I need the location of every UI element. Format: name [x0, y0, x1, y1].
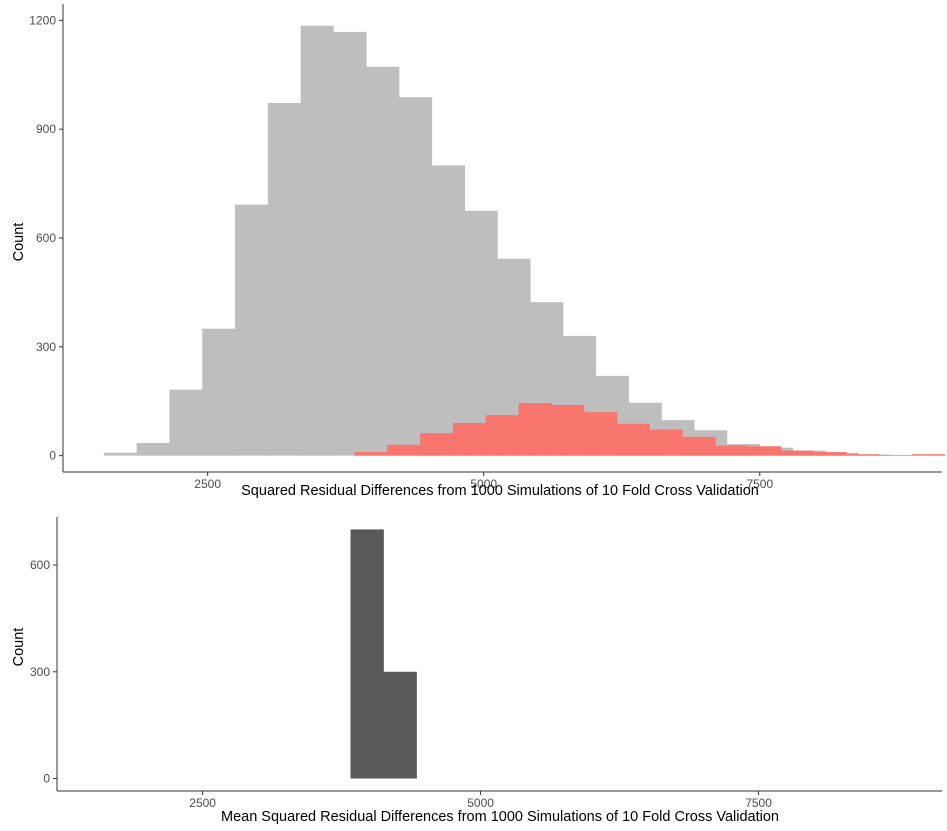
- top-histogram-bars: [103, 25, 946, 456]
- bottom-y-tick-label: 600: [30, 558, 50, 572]
- top-x-axis-title: Squared Residual Differences from 1000 S…: [241, 483, 759, 499]
- top-bar-s0-5: [267, 103, 301, 456]
- bottom-x-tick-label: 5000: [467, 796, 494, 810]
- top-bar-s1-1: [387, 444, 421, 456]
- top-histogram-axes: 0 300 600 900 1200 2500 5000 7500: [29, 4, 942, 491]
- top-bar-s1-11: [715, 445, 749, 456]
- top-y-tick-label: 300: [36, 340, 56, 354]
- top-x-tick-label: 2500: [194, 477, 221, 491]
- bottom-y-axis-title: Count: [11, 628, 27, 667]
- top-bar-s1-4: [485, 415, 519, 456]
- bottom-bar-s0-1: [383, 671, 417, 779]
- top-bar-s1-17: [912, 454, 946, 456]
- top-bar-s1-14: [813, 452, 847, 456]
- top-x-tick-label: 7500: [746, 477, 773, 491]
- top-bar-s0-4: [235, 204, 269, 456]
- top-x-tick-label: 5000: [470, 477, 497, 491]
- top-y-tick-label: 600: [36, 231, 56, 245]
- top-bar-s0-1: [136, 442, 170, 456]
- bottom-y-tick-label: 300: [30, 665, 50, 679]
- bottom-x-axis-title: Mean Squared Residual Differences from 1…: [221, 809, 779, 825]
- top-bar-s0-9: [399, 97, 433, 456]
- bottom-y-tick-label: 0: [43, 772, 50, 786]
- top-bar-s0-11: [464, 210, 498, 456]
- top-bar-s1-2: [420, 433, 454, 456]
- top-bar-s1-13: [780, 450, 814, 456]
- top-y-tick-label: 900: [36, 122, 56, 136]
- top-bar-s0-2: [169, 389, 203, 456]
- top-histogram-panel: 0 300 600 900 1200 2500 5000 7500 Squared Resid…: [11, 4, 946, 499]
- top-bar-s1-12: [748, 446, 782, 456]
- top-y-tick-label: 0: [49, 449, 56, 463]
- bottom-x-tick-label: 7500: [745, 796, 772, 810]
- top-bar-s0-8: [366, 66, 400, 456]
- top-bar-s1-10: [682, 436, 716, 456]
- top-bar-s1-0: [354, 452, 388, 456]
- top-bar-s1-16: [879, 454, 913, 456]
- top-bar-s0-0: [103, 452, 137, 456]
- top-bar-s1-9: [649, 429, 683, 456]
- bottom-histogram-bars: [350, 529, 417, 779]
- top-bar-s0-3: [202, 328, 236, 456]
- top-bar-s0-6: [300, 25, 334, 456]
- top-bar-s0-10: [431, 165, 465, 456]
- bottom-histogram-panel: 0 300 600 2500 5000 7500 Mean Squared Residua…: [11, 517, 942, 825]
- bottom-x-tick-label: 2500: [189, 796, 216, 810]
- top-bar-s1-8: [616, 423, 650, 456]
- top-bar-s0-7: [333, 31, 367, 456]
- top-bar-s1-6: [551, 404, 585, 456]
- bottom-histogram-axes: 0 300 600 2500 5000 7500: [30, 517, 942, 810]
- top-bar-s1-15: [846, 454, 880, 456]
- bottom-bar-s0-0: [350, 529, 384, 779]
- top-y-tick-label: 1200: [29, 13, 56, 27]
- top-bar-s1-7: [584, 412, 618, 456]
- top-y-axis-title: Count: [11, 223, 27, 262]
- top-bar-s1-5: [518, 403, 552, 456]
- top-bar-s1-3: [452, 423, 487, 456]
